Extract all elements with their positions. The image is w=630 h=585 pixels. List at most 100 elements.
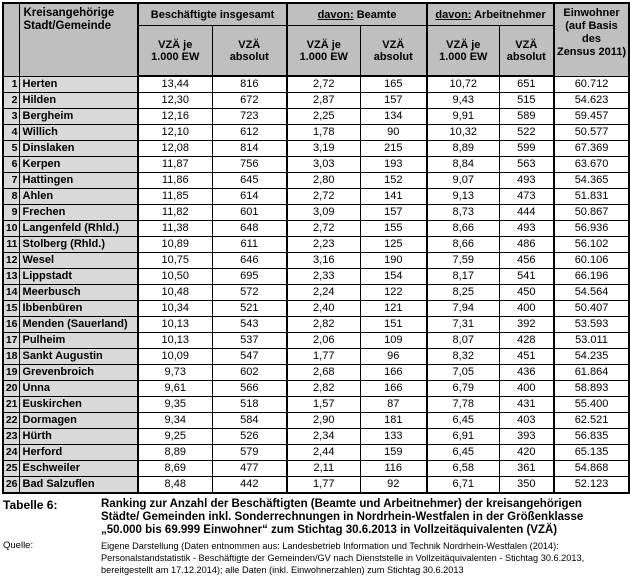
cell-rank: 17: [2, 332, 20, 349]
cell-beamte-vza-per-1000: 2,82: [286, 380, 361, 397]
cell-arbeitnehmer-vza-absolut: 493: [498, 220, 555, 237]
cell-arbeitnehmer-vza-per-1000: 8,66: [426, 220, 500, 237]
cell-einwohner: 50.867: [553, 204, 630, 221]
cell-beamte-vza-per-1000: 2,68: [286, 364, 361, 381]
cell-total-vza-per-1000: 8,69: [137, 460, 213, 477]
cell-total-vza-per-1000: 11,87: [137, 156, 213, 173]
cell-rank: 25: [2, 460, 20, 477]
cell-total-vza-per-1000: 10,50: [137, 268, 213, 285]
cell-beamte-vza-absolut: 87: [359, 396, 428, 413]
cell-total-vza-absolut: 579: [211, 444, 288, 461]
cell-einwohner: 50.407: [553, 300, 630, 317]
cell-arbeitnehmer-vza-per-1000: 7,59: [426, 252, 500, 269]
cell-city: Frechen: [18, 204, 139, 221]
cell-arbeitnehmer-vza-absolut: 522: [498, 124, 555, 141]
cell-total-vza-per-1000: 10,75: [137, 252, 213, 269]
cell-arbeitnehmer-vza-absolut: 428: [498, 332, 555, 349]
cell-arbeitnehmer-vza-absolut: 651: [498, 75, 555, 93]
cell-beamte-vza-per-1000: 2,06: [286, 332, 361, 349]
cell-rank: 15: [2, 300, 20, 317]
table-row: 16 Menden (Sauerland) 10,13 543 2,82 151 7,31 3…: [2, 316, 630, 333]
cell-city: Hilden: [18, 92, 139, 109]
table-row: 26 Bad Salzuflen 8,48 442 1,77 92 6,71 350 52.12…: [2, 476, 630, 494]
cell-arbeitnehmer-vza-per-1000: 8,73: [426, 204, 500, 221]
cell-total-vza-absolut: 602: [211, 364, 288, 381]
cell-arbeitnehmer-vza-per-1000: 8,17: [426, 268, 500, 285]
cell-total-vza-per-1000: 10,13: [137, 316, 213, 333]
cell-arbeitnehmer-vza-absolut: 392: [498, 316, 555, 333]
cell-arbeitnehmer-vza-absolut: 361: [498, 460, 555, 477]
cell-einwohner: 56.936: [553, 220, 630, 237]
cell-city: Pulheim: [18, 332, 139, 349]
cell-city: Euskirchen: [18, 396, 139, 413]
cell-beamte-vza-per-1000: 1,78: [286, 124, 361, 141]
table-row: 18 Sankt Augustin 10,09 547 1,77 96 8,32 451 54.…: [2, 348, 630, 365]
table-row: 3 Bergheim 12,16 723 2,25 134 9,91 589 59.457: [2, 108, 630, 125]
cell-beamte-vza-absolut: 96: [359, 348, 428, 365]
cell-arbeitnehmer-vza-per-1000: 8,07: [426, 332, 500, 349]
cell-beamte-vza-per-1000: 2,82: [286, 316, 361, 333]
source-label: Quelle:: [3, 540, 34, 551]
cell-arbeitnehmer-vza-per-1000: 6,45: [426, 444, 500, 461]
table-row: 17 Pulheim 10,13 537 2,06 109 8,07 428 53.011: [2, 332, 630, 349]
cell-arbeitnehmer-vza-per-1000: 6,45: [426, 412, 500, 429]
table-row: 6 Kerpen 11,87 756 3,03 193 8,84 563 63.670: [2, 156, 630, 173]
cell-beamte-vza-absolut: 154: [359, 268, 428, 285]
cell-arbeitnehmer-vza-absolut: 436: [498, 364, 555, 381]
cell-einwohner: 53.593: [553, 316, 630, 333]
cell-einwohner: 54.623: [553, 92, 630, 109]
cell-arbeitnehmer-vza-per-1000: 10,72: [426, 75, 500, 93]
cell-total-vza-absolut: 612: [211, 124, 288, 141]
cell-city: Herford: [18, 444, 139, 461]
cell-arbeitnehmer-vza-per-1000: 7,05: [426, 364, 500, 381]
group-prefix: davon:: [317, 8, 354, 21]
cell-einwohner: 53.011: [553, 332, 630, 349]
cell-city: Ibbenbüren: [18, 300, 139, 317]
cell-beamte-vza-per-1000: 1,77: [286, 348, 361, 365]
cell-arbeitnehmer-vza-absolut: 393: [498, 428, 555, 445]
cell-beamte-vza-absolut: 157: [359, 204, 428, 221]
cell-total-vza-absolut: 543: [211, 316, 288, 333]
cell-beamte-vza-absolut: 152: [359, 172, 428, 189]
table-row: 14 Meerbusch 10,48 572 2,24 122 8,25 450 54.564: [2, 284, 630, 301]
cell-beamte-vza-per-1000: 2,24: [286, 284, 361, 301]
cell-total-vza-absolut: 648: [211, 220, 288, 237]
cell-einwohner: 66.196: [553, 268, 630, 285]
cell-total-vza-absolut: 584: [211, 412, 288, 429]
table-row: 23 Hürth 9,25 526 2,34 133 6,91 393 56.835: [2, 428, 630, 445]
cell-beamte-vza-absolut: 122: [359, 284, 428, 301]
cell-total-vza-absolut: 614: [211, 188, 288, 205]
cell-rank: 18: [2, 348, 20, 365]
cell-rank: 12: [2, 252, 20, 269]
cell-city: Dormagen: [18, 412, 139, 429]
cell-rank: 6: [2, 156, 20, 173]
cell-beamte-vza-absolut: 166: [359, 380, 428, 397]
cell-total-vza-per-1000: 9,61: [137, 380, 213, 397]
cell-rank: 26: [2, 476, 20, 494]
cell-total-vza-absolut: 816: [211, 75, 288, 93]
cell-total-vza-absolut: 477: [211, 460, 288, 477]
table-row: 7 Hattingen 11,86 645 2,80 152 9,07 493 54.365: [2, 172, 630, 189]
cell-city: Lippstadt: [18, 268, 139, 285]
cell-total-vza-absolut: 756: [211, 156, 288, 173]
table-row: 1 Herten 13,44 816 2,72 165 10,72 651 60.712: [2, 75, 630, 93]
table-row: 25 Eschweiler 8,69 477 2,11 116 6,58 361 54.868: [2, 460, 630, 477]
cell-rank: 7: [2, 172, 20, 189]
cell-rank: 19: [2, 364, 20, 381]
cell-einwohner: 59.457: [553, 108, 630, 125]
cell-beamte-vza-per-1000: 3,09: [286, 204, 361, 221]
cell-beamte-vza-per-1000: 3,03: [286, 156, 361, 173]
table-row: 9 Frechen 11,82 601 3,09 157 8,73 444 50.867: [2, 204, 630, 221]
table-row: 2 Hilden 12,30 672 2,87 157 9,43 515 54.623: [2, 92, 630, 109]
ranking-table: Kreisangehörige Stadt/Gemeinde Beschäfti…: [2, 2, 630, 494]
cell-rank: 8: [2, 188, 20, 205]
cell-total-vza-absolut: 537: [211, 332, 288, 349]
cell-arbeitnehmer-vza-per-1000: 8,89: [426, 140, 500, 157]
cell-einwohner: 65.135: [553, 444, 630, 461]
cell-arbeitnehmer-vza-absolut: 400: [498, 380, 555, 397]
cell-rank: 24: [2, 444, 20, 461]
cell-arbeitnehmer-vza-per-1000: 8,84: [426, 156, 500, 173]
cell-total-vza-per-1000: 11,38: [137, 220, 213, 237]
cell-beamte-vza-per-1000: 2,25: [286, 108, 361, 125]
table-row: 21 Euskirchen 9,35 518 1,57 87 7,78 431 55.400: [2, 396, 630, 413]
